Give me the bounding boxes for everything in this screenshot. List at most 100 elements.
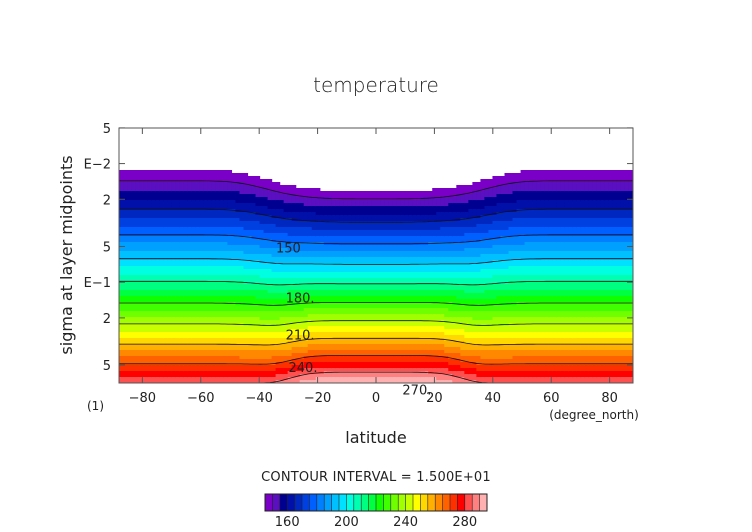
- contour-band-cell: [347, 302, 353, 306]
- contour-band-cell: [392, 317, 397, 321]
- contour-band-cell: [267, 206, 273, 210]
- contour-band-cell: [323, 317, 329, 321]
- contour-band-cell: [239, 353, 245, 357]
- contour-band-cell: [187, 278, 192, 282]
- contour-band-cell: [404, 314, 409, 318]
- contour-band-cell: [355, 212, 361, 216]
- contour-band-cell: [279, 329, 285, 333]
- contour-band-cell: [235, 194, 241, 198]
- contour-band-cell: [271, 302, 277, 306]
- contour-band-cell: [239, 221, 245, 225]
- contour-band-cell: [243, 203, 249, 207]
- contour-band-cell: [396, 311, 401, 315]
- contour-band-cell: [303, 248, 309, 252]
- contour-band-cell: [135, 206, 140, 210]
- contour-band-cell: [207, 212, 212, 216]
- contour-band-cell: [295, 257, 301, 261]
- contour-band-cell: [151, 191, 156, 195]
- contour-band-cell: [239, 251, 245, 255]
- contour-band-cell: [219, 320, 225, 324]
- contour-band-cell: [295, 299, 301, 303]
- contour-band-cell: [380, 365, 385, 369]
- contour-band-cell: [263, 179, 269, 183]
- contour-band-cell: [147, 311, 152, 315]
- contour-band-cell: [400, 359, 405, 363]
- contour-band-cell: [131, 347, 136, 351]
- contour-band-cell: [235, 299, 241, 303]
- contour-band-cell: [287, 188, 293, 192]
- contour-band-cell: [263, 332, 269, 336]
- contour-band-cell: [207, 278, 212, 282]
- contour-band-cell: [267, 356, 273, 360]
- contour-band-cell: [139, 176, 144, 180]
- contour-band-cell: [335, 335, 341, 339]
- contour-band-cell: [400, 233, 405, 237]
- contour-band-cell: [315, 239, 321, 243]
- contour-band-cell: [307, 233, 313, 237]
- contour-band-cell: [127, 245, 132, 249]
- contour-band-cell: [119, 212, 124, 216]
- contour-band-cell: [143, 227, 148, 231]
- contour-band-cell: [151, 176, 156, 180]
- contour-band-cell: [307, 209, 313, 213]
- contour-band-cell: [355, 308, 361, 312]
- contour-band-cell: [331, 212, 337, 216]
- contour-band-cell: [211, 245, 216, 249]
- contour-band-cell: [331, 248, 337, 252]
- contour-band-cell: [171, 197, 176, 201]
- contour-band-cell: [412, 254, 417, 258]
- contour-band-cell: [408, 353, 413, 357]
- contour-band-cell: [219, 281, 225, 285]
- contour-band-cell: [347, 191, 353, 195]
- contour-band-cell: [363, 245, 369, 249]
- contour-band-cell: [159, 236, 164, 240]
- contour-band-cell: [175, 338, 180, 342]
- contour-band-cell: [287, 257, 293, 261]
- contour-band-cell: [307, 215, 313, 219]
- contour-band-cell: [219, 332, 225, 336]
- contour-band-cell: [127, 272, 132, 276]
- contour-band-cell: [271, 197, 277, 201]
- contour-band-cell: [131, 296, 136, 300]
- contour-band-cell: [215, 215, 220, 219]
- contour-band-cell: [179, 344, 184, 348]
- contour-band-cell: [159, 338, 164, 342]
- contour-band-cell: [179, 191, 184, 195]
- contour-band-cell: [376, 200, 381, 204]
- contour-band-cell: [279, 284, 285, 288]
- contour-band-cell: [243, 287, 249, 291]
- contour-band-cell: [231, 179, 237, 183]
- contour-band-cell: [331, 236, 337, 240]
- contour-band-cell: [243, 359, 249, 363]
- contour-band-cell: [303, 323, 309, 327]
- contour-band-cell: [127, 212, 132, 216]
- contour-band-cell: [303, 374, 309, 378]
- contour-band-cell: [199, 278, 204, 282]
- contour-band-cell: [408, 227, 413, 231]
- contour-band-cell: [231, 380, 237, 383]
- contour-band-cell: [123, 212, 128, 216]
- contour-band-cell: [299, 269, 305, 273]
- contour-band-cell: [351, 227, 357, 231]
- contour-band-cell: [283, 200, 289, 204]
- contour-band-cell: [408, 368, 413, 372]
- contour-band-cell: [371, 365, 377, 369]
- contour-band-cell: [408, 362, 413, 366]
- contour-band-cell: [143, 200, 148, 204]
- contour-band-cell: [279, 335, 285, 339]
- contour-band-cell: [191, 266, 196, 270]
- contour-band-cell: [179, 272, 184, 276]
- contour-band-cell: [307, 296, 313, 300]
- contour-band-cell: [283, 323, 289, 327]
- contour-band-cell: [259, 305, 265, 309]
- contour-band-cell: [271, 263, 277, 267]
- contour-band-cell: [380, 377, 385, 381]
- contour-band-cell: [175, 236, 180, 240]
- contour-band-cell: [183, 176, 188, 180]
- contour-band-cell: [279, 236, 285, 240]
- contour-band-cell: [327, 200, 333, 204]
- contour-band-cell: [311, 293, 317, 297]
- contour-band-cell: [207, 323, 212, 327]
- contour-band-cell: [319, 269, 325, 273]
- contour-band-cell: [199, 197, 204, 201]
